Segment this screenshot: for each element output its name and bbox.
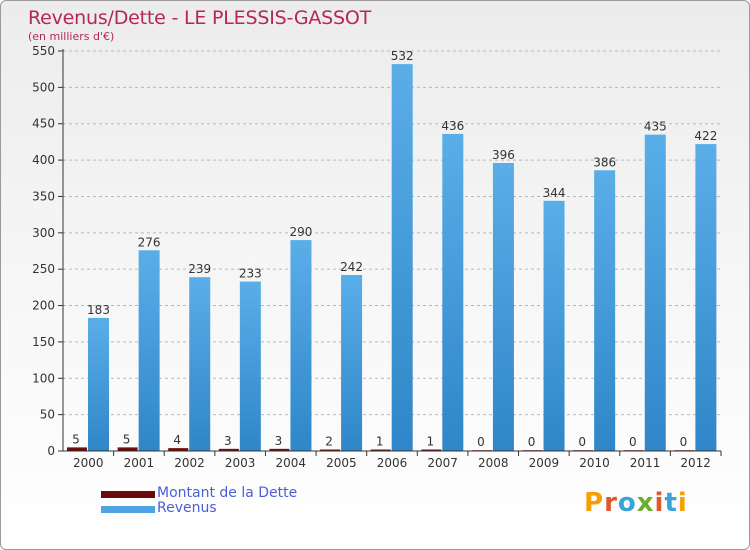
legend-label-dette: Montant de la Dette bbox=[157, 485, 298, 501]
x-tick-label: 2002 bbox=[174, 456, 205, 470]
x-tick-label: 2012 bbox=[680, 456, 711, 470]
data-label-dette: 5 bbox=[123, 432, 131, 446]
data-label-revenus: 344 bbox=[543, 186, 566, 200]
data-label-dette: 3 bbox=[275, 434, 283, 448]
data-label-revenus: 386 bbox=[593, 155, 616, 169]
logo-letter: i bbox=[654, 488, 665, 518]
y-tick-label: 300 bbox=[32, 226, 55, 240]
data-label-revenus: 290 bbox=[290, 225, 313, 239]
logo-letter: t bbox=[664, 488, 678, 518]
bar-dette bbox=[67, 447, 87, 451]
y-tick-label: 100 bbox=[32, 371, 55, 385]
logo-letter: r bbox=[604, 488, 618, 518]
bar-revenus bbox=[239, 281, 261, 451]
bar-revenus bbox=[88, 317, 109, 451]
data-label-dette: 0 bbox=[528, 435, 536, 449]
bar-revenus bbox=[290, 240, 312, 451]
y-tick-label: 400 bbox=[32, 153, 55, 167]
chart-subtitle: (en milliers d'€) bbox=[28, 30, 115, 43]
data-label-dette: 4 bbox=[173, 433, 181, 447]
bar-dette bbox=[370, 449, 391, 451]
x-tick-label: 2009 bbox=[529, 456, 560, 470]
chart-title: Revenus/Dette - LE PLESSIS-GASSOT bbox=[28, 7, 372, 29]
x-tick-label: 2011 bbox=[630, 456, 661, 470]
bar-revenus bbox=[341, 275, 363, 451]
y-tick-label: 500 bbox=[32, 80, 55, 94]
x-tick-label: 2005 bbox=[326, 456, 357, 470]
y-tick-label: 550 bbox=[32, 44, 55, 58]
x-tick-label: 2004 bbox=[275, 456, 306, 470]
bar-revenus bbox=[442, 133, 464, 451]
x-tick-label: 2008 bbox=[478, 456, 509, 470]
bar-revenus bbox=[644, 134, 666, 452]
bar-dette bbox=[421, 449, 442, 451]
x-tick-label: 2001 bbox=[124, 456, 155, 470]
data-label-revenus: 239 bbox=[188, 262, 211, 276]
y-tick-label: 350 bbox=[32, 189, 55, 203]
bar-revenus bbox=[695, 144, 717, 451]
y-tick-label: 150 bbox=[32, 335, 55, 349]
x-tick-label: 2006 bbox=[377, 456, 408, 470]
logo-letter: i bbox=[677, 488, 688, 518]
data-label-revenus: 435 bbox=[644, 120, 667, 134]
bar-revenus bbox=[543, 200, 565, 451]
data-label-revenus: 183 bbox=[87, 303, 110, 317]
x-tick-label: 2007 bbox=[427, 456, 458, 470]
data-label-revenus: 422 bbox=[694, 129, 717, 143]
x-tick-label: 2003 bbox=[225, 456, 256, 470]
y-tick-label: 0 bbox=[47, 444, 55, 458]
data-label-dette: 3 bbox=[224, 434, 232, 448]
data-label-revenus: 276 bbox=[138, 235, 161, 249]
bar-dette bbox=[168, 448, 189, 451]
legend-swatch-revenus bbox=[101, 506, 155, 513]
y-tick-label: 450 bbox=[32, 117, 55, 131]
data-label-revenus: 396 bbox=[492, 148, 515, 162]
data-label-dette: 1 bbox=[426, 435, 434, 449]
x-tick-label: 2010 bbox=[579, 456, 610, 470]
data-label-dette: 0 bbox=[680, 435, 688, 449]
legend-label-revenus: Revenus bbox=[157, 500, 217, 516]
data-label-revenus: 233 bbox=[239, 267, 262, 281]
y-tick-label: 50 bbox=[40, 408, 55, 422]
data-label-dette: 0 bbox=[578, 435, 586, 449]
bar-dette bbox=[269, 448, 290, 451]
data-label-dette: 2 bbox=[325, 435, 333, 449]
data-label-dette: 5 bbox=[72, 432, 80, 446]
data-label-revenus: 242 bbox=[340, 260, 363, 274]
data-label-dette: 0 bbox=[477, 435, 485, 449]
bar-revenus bbox=[391, 64, 413, 451]
legend-swatch-dette bbox=[101, 491, 155, 498]
data-label-revenus: 532 bbox=[391, 49, 414, 63]
logo-letter: o bbox=[617, 488, 637, 518]
bar-revenus bbox=[594, 170, 616, 452]
x-tick-label: 2000 bbox=[73, 456, 104, 470]
bar-dette bbox=[320, 449, 341, 451]
logo-letter: x bbox=[636, 488, 655, 518]
data-label-dette: 0 bbox=[629, 435, 637, 449]
proxiti-logo: Proxiti bbox=[584, 488, 688, 518]
y-tick-label: 200 bbox=[32, 299, 55, 313]
data-label-dette: 1 bbox=[376, 435, 384, 449]
data-label-revenus: 436 bbox=[441, 119, 464, 133]
bar-dette bbox=[218, 448, 239, 451]
bar-dette bbox=[117, 447, 138, 451]
bar-revenus bbox=[138, 250, 160, 451]
logo-letter: P bbox=[584, 488, 605, 518]
bar-revenus bbox=[189, 277, 211, 451]
y-tick-label: 250 bbox=[32, 262, 55, 276]
bar-revenus bbox=[492, 163, 514, 451]
